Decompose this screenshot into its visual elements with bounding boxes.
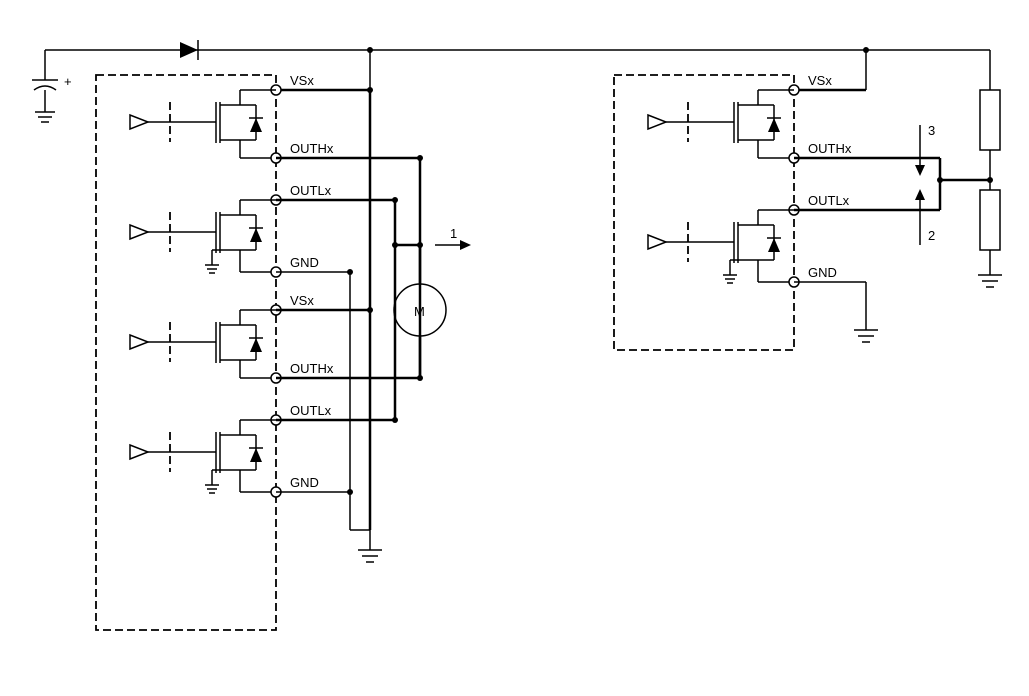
- label-a1: 1: [450, 226, 457, 241]
- ls-fet-2: [170, 420, 276, 493]
- label-outlx-r: OUTLx: [808, 193, 850, 208]
- resistor-bottom: [980, 190, 1000, 250]
- label-vsx2: VSx: [290, 293, 314, 308]
- label-vsx-r: VSx: [808, 73, 832, 88]
- arrow-2: 2: [915, 189, 935, 245]
- label-outhx2: OUTHx: [290, 361, 334, 376]
- label-gnd2: GND: [290, 475, 319, 490]
- gnd-resistors: [978, 275, 1002, 287]
- gate-buffer-r2: [648, 222, 688, 262]
- ls-fet-r: [688, 210, 794, 283]
- gnd-right: [854, 330, 878, 342]
- arrow-1: 1: [435, 226, 471, 250]
- arrow-3: 3: [915, 123, 935, 176]
- label-gnd-r: GND: [808, 265, 837, 280]
- label-outhx1: OUTHx: [290, 141, 334, 156]
- label-motor: M: [414, 304, 425, 319]
- label-outhx-r: OUTHx: [808, 141, 852, 156]
- gate-buffer-3: [130, 322, 170, 362]
- gate-buffer-1: [130, 102, 170, 142]
- gnd-left: [358, 550, 382, 562]
- resistor-top: [980, 90, 1000, 150]
- cap-plus-label: +: [64, 74, 72, 89]
- hs-fet-r: [688, 90, 794, 158]
- ls-fet-1: [170, 200, 276, 273]
- hs-fet-2: [170, 310, 276, 378]
- label-vsx1: VSx: [290, 73, 314, 88]
- gate-buffer-2: [130, 212, 170, 252]
- right-ic-boundary: [614, 75, 794, 350]
- gate-buffer-4: [130, 432, 170, 472]
- label-gnd1: GND: [290, 255, 319, 270]
- hs-fet-1: [170, 90, 276, 158]
- reverse-diode: [180, 40, 198, 60]
- label-outlx1: OUTLx: [290, 183, 332, 198]
- label-a3: 3: [928, 123, 935, 138]
- gate-buffer-r1: [648, 102, 688, 142]
- circuit-diagram: + VSx: [20, 20, 1029, 676]
- label-a2: 2: [928, 228, 935, 243]
- label-outlx2: OUTLx: [290, 403, 332, 418]
- dc-source-cap: +: [32, 50, 72, 122]
